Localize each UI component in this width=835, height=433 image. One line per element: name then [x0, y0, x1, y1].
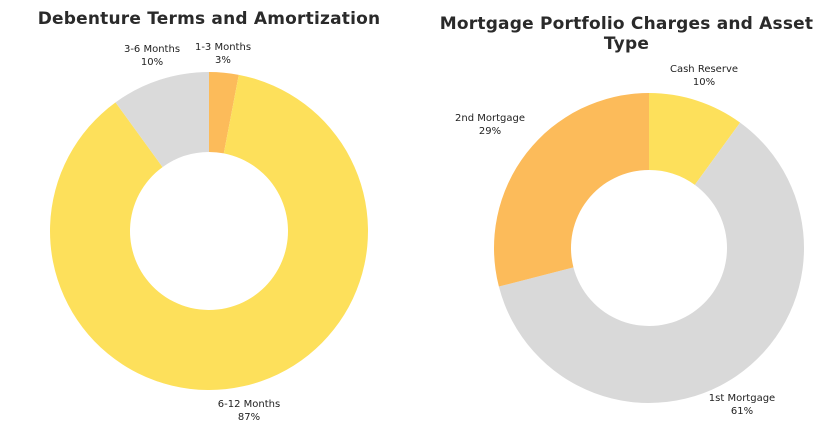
slice-label-6-12-months: 6-12 Months 87% — [218, 398, 280, 424]
slice-label-name: 6-12 Months — [217, 399, 281, 410]
slice-label-percent: 10% — [140, 57, 164, 68]
donut-slice-1st-mortgage — [498, 122, 804, 404]
slice-label-percent: 87% — [237, 412, 261, 423]
slice-label-percent: 10% — [692, 77, 716, 88]
slice-label-1-3-months: 1-3 Months 3% — [195, 41, 251, 67]
slice-label-1st-mortgage: 1st Mortgage 61% — [709, 392, 775, 418]
slice-label-percent: 61% — [730, 406, 754, 417]
slice-label-name: 1-3 Months — [194, 42, 252, 53]
slice-label-2nd-mortgage: 2nd Mortgage 29% — [455, 112, 525, 138]
donut-slice-1-3-months — [209, 72, 239, 154]
chart-title-debenture: Debenture Terms and Amortization — [37, 9, 381, 29]
donut-slice-2nd-mortgage — [493, 93, 649, 287]
chart-title-mortgage: Mortgage Portfolio Charges and Asset Typ… — [439, 14, 814, 54]
slice-label-3-6-months: 3-6 Months 10% — [124, 43, 180, 69]
donut-slice-3-6-months — [115, 72, 209, 168]
slice-label-cash-reserve: Cash Reserve 10% — [670, 63, 738, 89]
slice-label-name: 3-6 Months — [123, 44, 181, 55]
slice-label-name: Cash Reserve — [669, 64, 739, 75]
slice-label-percent: 29% — [478, 126, 502, 137]
slice-label-percent: 3% — [215, 55, 231, 66]
slice-label-name: 1st Mortgage — [708, 393, 776, 404]
donut-slice-6-12-months — [49, 74, 368, 390]
slice-label-name: 2nd Mortgage — [455, 113, 525, 124]
donut-slice-cash-reserve — [649, 93, 741, 185]
